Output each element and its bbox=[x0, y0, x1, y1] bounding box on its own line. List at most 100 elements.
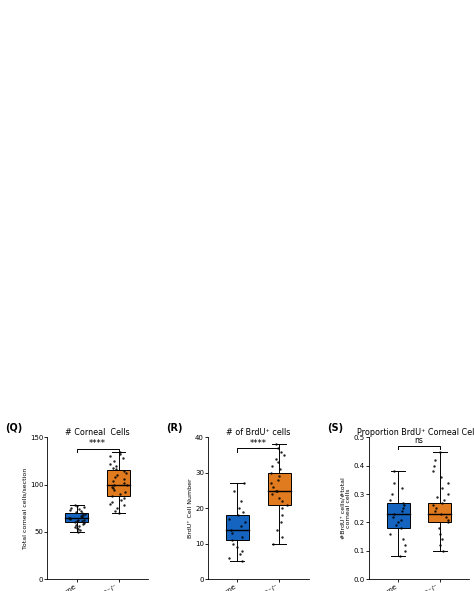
Point bbox=[66, 513, 73, 522]
Point bbox=[74, 524, 82, 534]
Point bbox=[442, 512, 450, 521]
Point bbox=[390, 467, 398, 476]
Point bbox=[72, 507, 80, 517]
Point bbox=[120, 474, 128, 483]
Point bbox=[79, 512, 86, 521]
Point bbox=[114, 470, 121, 480]
Point bbox=[238, 532, 246, 541]
Point bbox=[436, 447, 444, 456]
Point bbox=[387, 529, 394, 538]
Point bbox=[387, 495, 394, 505]
Point bbox=[78, 511, 85, 521]
Point bbox=[229, 539, 237, 548]
Point bbox=[274, 475, 282, 485]
Point bbox=[72, 522, 79, 532]
Point bbox=[278, 496, 285, 506]
Point bbox=[400, 535, 407, 544]
Point bbox=[120, 501, 128, 510]
Point bbox=[444, 515, 452, 524]
Point bbox=[437, 472, 445, 482]
Point bbox=[438, 535, 446, 544]
Point bbox=[111, 506, 118, 516]
Point bbox=[445, 478, 452, 488]
Point bbox=[109, 491, 116, 501]
Bar bbox=[268, 473, 291, 505]
Point bbox=[237, 521, 244, 531]
Point bbox=[268, 461, 276, 470]
Point bbox=[74, 515, 82, 524]
Point bbox=[234, 511, 241, 520]
Point bbox=[236, 504, 243, 513]
Point bbox=[399, 498, 407, 507]
Point bbox=[111, 472, 118, 482]
Point bbox=[398, 524, 405, 533]
Point bbox=[273, 440, 280, 449]
Point bbox=[230, 486, 238, 495]
Point bbox=[78, 517, 85, 526]
Point bbox=[436, 524, 443, 533]
Point bbox=[120, 453, 128, 463]
Text: ns: ns bbox=[415, 436, 423, 446]
Point bbox=[79, 510, 87, 519]
Point bbox=[400, 501, 408, 510]
Point bbox=[395, 518, 402, 527]
Point bbox=[73, 502, 81, 511]
Point bbox=[227, 525, 234, 534]
Point bbox=[272, 486, 280, 495]
Point bbox=[65, 513, 73, 522]
Point bbox=[81, 502, 88, 512]
Point bbox=[267, 468, 275, 478]
Point bbox=[109, 497, 116, 506]
Point bbox=[238, 546, 246, 556]
Point bbox=[401, 540, 409, 550]
Point bbox=[388, 489, 395, 499]
Title: # of BrdU⁺ cells: # of BrdU⁺ cells bbox=[226, 427, 291, 437]
Text: (R): (R) bbox=[166, 423, 182, 433]
Point bbox=[113, 504, 121, 513]
Bar bbox=[65, 513, 88, 522]
Y-axis label: #BrdU⁺ cells/#total
corneal cells: #BrdU⁺ cells/#total corneal cells bbox=[340, 478, 351, 539]
Point bbox=[122, 469, 130, 478]
Point bbox=[389, 512, 397, 521]
Point bbox=[81, 519, 88, 528]
Point bbox=[118, 495, 125, 505]
Text: (S): (S) bbox=[327, 423, 343, 433]
Title: Proportion BrdU⁺ Corneal Cells: Proportion BrdU⁺ Corneal Cells bbox=[357, 427, 474, 437]
Point bbox=[73, 516, 81, 525]
Point bbox=[81, 509, 89, 519]
Point bbox=[444, 489, 451, 499]
Point bbox=[401, 546, 409, 556]
Point bbox=[107, 452, 114, 461]
Point bbox=[116, 489, 124, 499]
Point bbox=[75, 505, 83, 514]
Bar bbox=[428, 502, 451, 522]
Text: ****: **** bbox=[250, 439, 267, 447]
Point bbox=[437, 540, 444, 550]
Point bbox=[277, 518, 285, 527]
Point bbox=[76, 525, 84, 535]
Point bbox=[108, 482, 116, 491]
Point bbox=[112, 465, 119, 474]
Point bbox=[392, 521, 400, 530]
Point bbox=[432, 504, 440, 513]
Point bbox=[280, 450, 288, 460]
Point bbox=[226, 553, 233, 563]
Point bbox=[273, 486, 281, 495]
Point bbox=[397, 515, 404, 524]
Point bbox=[276, 493, 283, 502]
Point bbox=[267, 479, 275, 488]
Point bbox=[117, 447, 124, 456]
Point bbox=[434, 492, 441, 502]
Title: # Corneal  Cells: # Corneal Cells bbox=[65, 427, 130, 437]
Point bbox=[110, 456, 118, 466]
Point bbox=[109, 463, 117, 472]
Point bbox=[279, 504, 286, 513]
Point bbox=[238, 557, 246, 566]
Point bbox=[278, 532, 286, 541]
Point bbox=[269, 482, 277, 492]
Point bbox=[75, 521, 83, 531]
Point bbox=[110, 486, 118, 495]
Point bbox=[113, 461, 120, 470]
Bar bbox=[387, 502, 410, 528]
Point bbox=[107, 499, 114, 508]
